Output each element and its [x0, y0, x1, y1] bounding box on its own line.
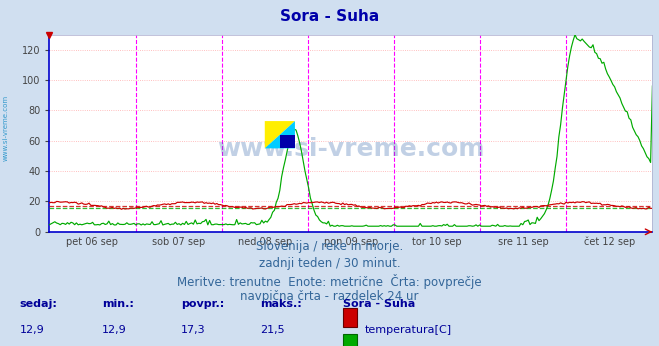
Text: 12,9: 12,9 [20, 325, 45, 335]
Text: Meritve: trenutne  Enote: metrične  Črta: povprečje: Meritve: trenutne Enote: metrične Črta: … [177, 274, 482, 289]
Text: povpr.:: povpr.: [181, 299, 225, 309]
Text: min.:: min.: [102, 299, 134, 309]
Text: www.si-vreme.com: www.si-vreme.com [217, 137, 484, 161]
Polygon shape [280, 135, 295, 148]
Text: sedaj:: sedaj: [20, 299, 57, 309]
Text: 21,5: 21,5 [260, 325, 285, 335]
Polygon shape [265, 121, 295, 148]
Text: 17,3: 17,3 [181, 325, 206, 335]
Text: zadnji teden / 30 minut.: zadnji teden / 30 minut. [259, 257, 400, 270]
Text: Slovenija / reke in morje.: Slovenija / reke in morje. [256, 240, 403, 254]
Text: maks.:: maks.: [260, 299, 302, 309]
Text: Sora - Suha: Sora - Suha [343, 299, 415, 309]
Polygon shape [265, 121, 295, 148]
Text: Sora - Suha: Sora - Suha [280, 9, 379, 24]
Text: 12,9: 12,9 [102, 325, 127, 335]
Text: www.si-vreme.com: www.si-vreme.com [2, 95, 9, 161]
Text: navpična črta - razdelek 24 ur: navpična črta - razdelek 24 ur [241, 290, 418, 303]
Text: temperatura[C]: temperatura[C] [365, 325, 452, 335]
